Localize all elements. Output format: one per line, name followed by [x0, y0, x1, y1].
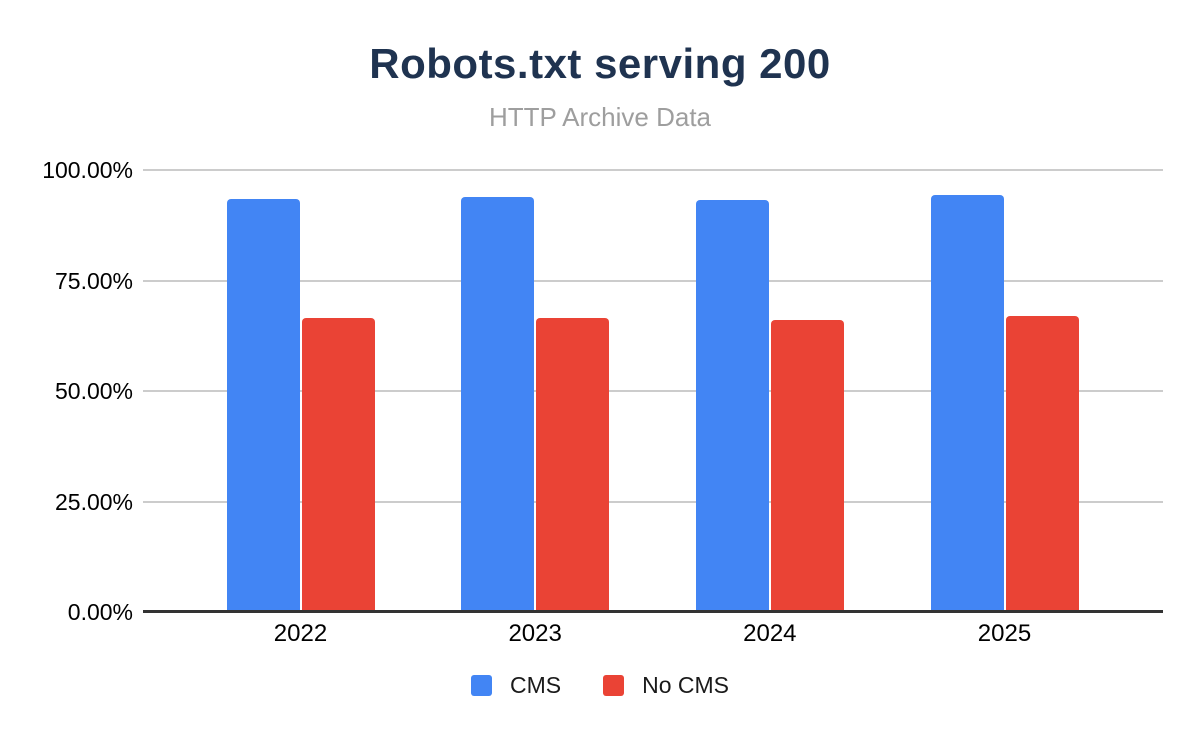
y-axis-tick-label: 25.00%: [54, 488, 133, 515]
legend-label: No CMS: [642, 672, 730, 698]
legend: CMS No CMS: [0, 672, 1200, 699]
legend-label: CMS: [509, 672, 562, 698]
y-axis-tick-label: 50.00%: [54, 378, 133, 404]
legend-swatch-icon: [603, 675, 625, 696]
chart-subtitle: HTTP Archive Data: [488, 102, 712, 132]
gridline-25: [143, 500, 1163, 503]
bar-cms-2022: [226, 199, 300, 612]
bar-no-cms-2022: [301, 318, 375, 612]
x-axis-tick-label-2025: 2025: [977, 620, 1032, 647]
gridline-100: [143, 169, 1163, 171]
gridline-50: [143, 390, 1163, 392]
gridline-75: [143, 279, 1163, 282]
bar-cms-2025: [930, 195, 1004, 612]
bar-cms-2023: [461, 196, 535, 612]
x-axis-line: [143, 610, 1163, 613]
y-axis-tick-label: 0.00%: [67, 599, 133, 625]
y-axis-tick-label: 100.00%: [42, 157, 133, 183]
legend-swatch-icon: [470, 675, 492, 696]
y-axis-tick-label: 75.00%: [54, 267, 133, 294]
x-axis-tick-label-2022: 2022: [273, 620, 328, 647]
x-axis-tick-label-2024: 2024: [743, 620, 797, 647]
legend-item-no-cms: No CMS: [603, 672, 729, 699]
bar-no-cms-2025: [1005, 316, 1079, 612]
bar-no-cms-2024: [770, 320, 844, 612]
legend-item-cms: CMS: [470, 672, 562, 699]
bar-cms-2024: [695, 200, 769, 612]
x-axis-tick-label-2023: 2023: [508, 620, 562, 647]
chart-title: Robots.txt serving 200: [369, 40, 831, 87]
plot-area: [143, 169, 1163, 613]
bar-no-cms-2023: [536, 318, 610, 612]
